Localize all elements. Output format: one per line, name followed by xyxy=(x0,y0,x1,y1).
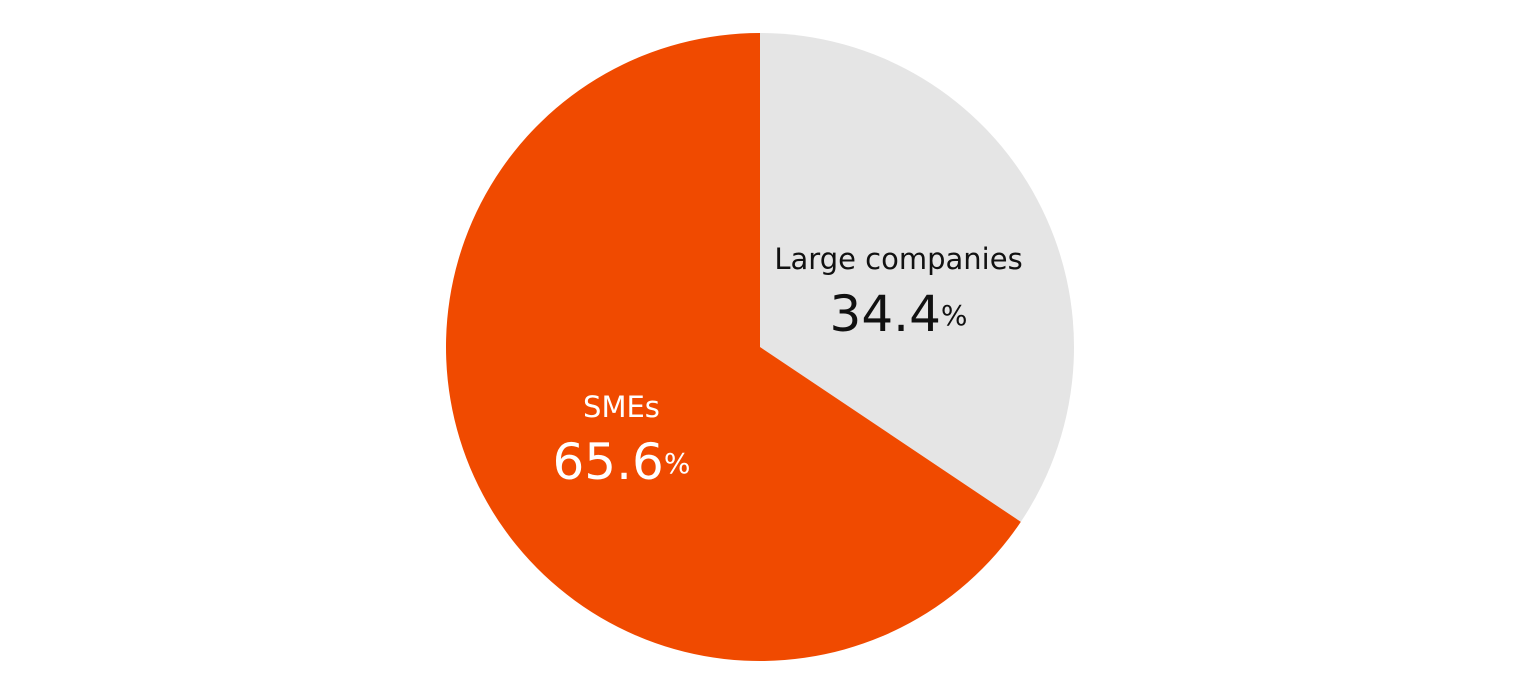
slice-category-label: SMEs xyxy=(583,390,660,424)
slice-value-label: 34.4% xyxy=(830,285,968,343)
slice-value-label: 65.6% xyxy=(553,432,691,490)
slice-category-label: Large companies xyxy=(774,242,1022,276)
pie-slice xyxy=(446,33,1021,661)
pie-slice xyxy=(760,33,1075,522)
